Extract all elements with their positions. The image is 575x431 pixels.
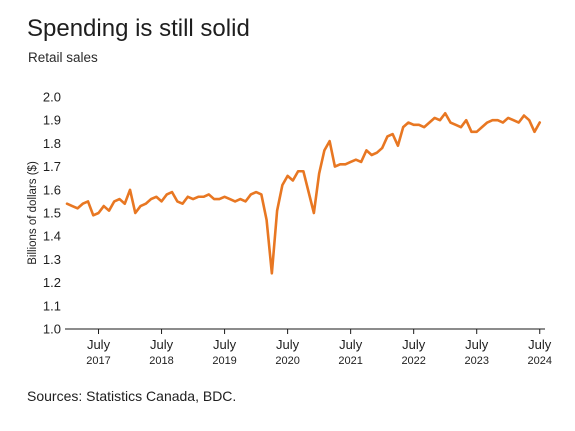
y-axis-label-group: Billions of dollars ($) [27, 161, 39, 265]
y-axis-label: Billions of dollars ($) [27, 161, 39, 265]
x-tick-month-label: July [213, 337, 237, 352]
x-tick-month-label: July [339, 337, 363, 352]
x-axis-ticks: July 2017 July 2018 July 2019 July 2020 July 2021… [86, 329, 552, 367]
x-tick-year-label: 2022 [401, 355, 425, 367]
x-tick-year-label: 2023 [464, 355, 488, 367]
y-tick-label: 1.6 [43, 182, 61, 197]
x-tick-year-label: 2019 [212, 355, 236, 367]
y-tick-label: 1.4 [43, 229, 61, 244]
chart-title: Spending is still solid [27, 15, 250, 42]
x-tick-month-label: July [465, 337, 489, 352]
y-tick-label: 1.3 [43, 252, 61, 267]
y-tick-label: 1.8 [43, 136, 61, 151]
x-tick-year-label: 2021 [338, 355, 362, 367]
y-tick-label: 1.2 [43, 275, 61, 290]
y-tick-label: 2.0 [43, 90, 61, 105]
source-note: Sources: Statistics Canada, BDC. [27, 388, 237, 404]
series-layer [65, 111, 542, 275]
y-tick-label: 1.0 [43, 322, 61, 337]
x-tick-year-label: 2024 [528, 355, 552, 367]
x-tick-month-label: July [402, 337, 426, 352]
y-tick-label: 1.7 [43, 159, 61, 174]
y-tick-label: 1.5 [43, 206, 61, 221]
y-tick-label: 1.1 [43, 298, 61, 313]
y-tick-label: 1.9 [43, 113, 61, 128]
x-tick-month-label: July [528, 337, 552, 352]
x-tick-month-label: July [87, 337, 111, 352]
x-tick-year-label: 2017 [86, 355, 110, 367]
x-tick-month-label: July [150, 337, 174, 352]
chart-subtitle: Retail sales [28, 50, 98, 65]
x-tick-year-label: 2020 [275, 355, 299, 367]
x-tick-year-label: 2018 [149, 355, 173, 367]
x-tick-month-label: July [276, 337, 300, 352]
y-axis-ticks: 1.0 1.1 1.2 1.3 1.4 1.5 1.6 1.7 1.8 1.9 2.0 [43, 90, 61, 337]
series-line-retail-sales [65, 111, 542, 275]
